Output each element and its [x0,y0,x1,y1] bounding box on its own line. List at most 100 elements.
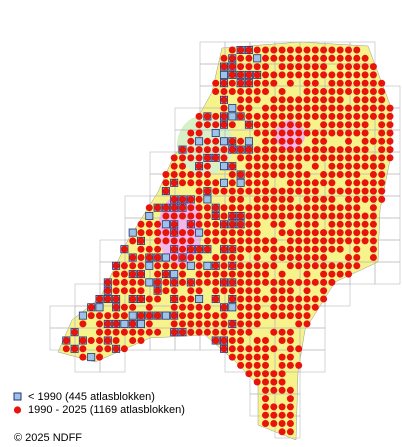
recent-marker [336,262,344,270]
pre-1990-marker [219,178,228,187]
recent-marker [253,204,261,212]
recent-marker [270,71,278,79]
recent-marker [278,270,286,278]
recent-marker [270,46,278,54]
recent-marker [295,229,303,237]
recent-marker [311,254,319,261]
recent-marker [286,96,294,104]
recent-marker [303,237,311,245]
recent-marker [336,121,344,129]
recent-marker [112,262,120,270]
recent-marker [361,162,369,170]
recent-marker [245,245,253,253]
recent-marker [228,237,236,245]
recent-marker [203,162,211,170]
recent-marker [96,337,103,344]
recent-marker [278,54,286,62]
recent-marker [278,303,286,311]
recent-marker [320,112,328,120]
recent-marker [353,88,361,95]
recent-marker [328,179,336,187]
recent-marker [303,146,311,154]
recent-marker [145,328,153,336]
recent-marker [286,54,294,62]
recent-marker [237,104,245,112]
recent-marker [96,320,103,328]
recent-marker [104,312,112,320]
recent-marker [361,88,369,95]
recent-marker [353,71,361,79]
recent-marker [286,187,294,195]
recent-marker [253,146,261,154]
recent-marker [237,88,245,95]
pre-1990-marker [203,195,212,204]
recent-marker [270,154,278,162]
recent-marker [245,112,253,120]
recent-marker [270,162,278,170]
recent-marker [162,287,170,295]
recent-marker [220,63,228,71]
recent-marker [262,63,269,71]
recent-marker [345,137,352,145]
recent-marker [278,46,286,54]
recent-marker [253,79,261,87]
recent-marker [262,237,269,245]
pre-1990-marker [145,261,154,270]
recent-marker [162,179,170,187]
recent-marker [195,312,203,320]
recent-marker [137,229,145,237]
recent-marker [345,121,352,129]
recent-marker [203,328,211,336]
recent-marker [253,171,261,178]
recent-marker [336,79,344,87]
recent-marker [228,337,236,344]
recent-marker [120,312,128,320]
recent-marker [345,204,352,212]
recent-marker [369,179,377,187]
recent-marker [286,121,294,129]
recent-marker [203,278,211,286]
recent-marker [270,262,278,270]
recent-marker [253,112,261,120]
recent-marker [262,88,269,95]
recent-marker [253,195,261,203]
recent-marker [386,104,394,112]
recent-marker [369,104,377,112]
recent-marker [369,237,377,245]
recent-marker [320,262,328,270]
recent-marker [336,162,344,170]
recent-marker [361,129,369,137]
recent-marker [170,179,178,187]
recent-marker [262,79,269,87]
recent-marker [345,212,352,220]
pre-1990-marker [253,54,262,63]
recent-marker [195,278,203,286]
recent-marker [295,112,303,120]
recent-marker [228,229,236,237]
recent-marker [278,428,286,436]
recent-marker [104,320,112,328]
recent-marker [286,312,294,320]
recent-marker [112,270,120,278]
recent-marker [162,270,170,278]
recent-marker [303,121,311,129]
recent-marker [345,129,352,137]
recent-marker [278,187,286,195]
recent-marker [361,187,369,195]
recent-marker [345,154,352,162]
recent-marker [245,370,253,378]
recent-marker [145,295,153,303]
recent-marker [311,79,319,87]
recent-marker [71,345,79,353]
recent-marker [253,303,261,311]
recent-marker [237,187,245,195]
recent-marker [195,179,203,187]
recent-marker [328,162,336,170]
recent-marker [253,320,261,328]
recent-marker [328,220,336,228]
recent-marker [345,88,352,95]
pre-1990-marker [236,178,245,187]
recent-marker [96,312,103,320]
recent-marker [278,337,286,344]
recent-marker [228,187,236,195]
